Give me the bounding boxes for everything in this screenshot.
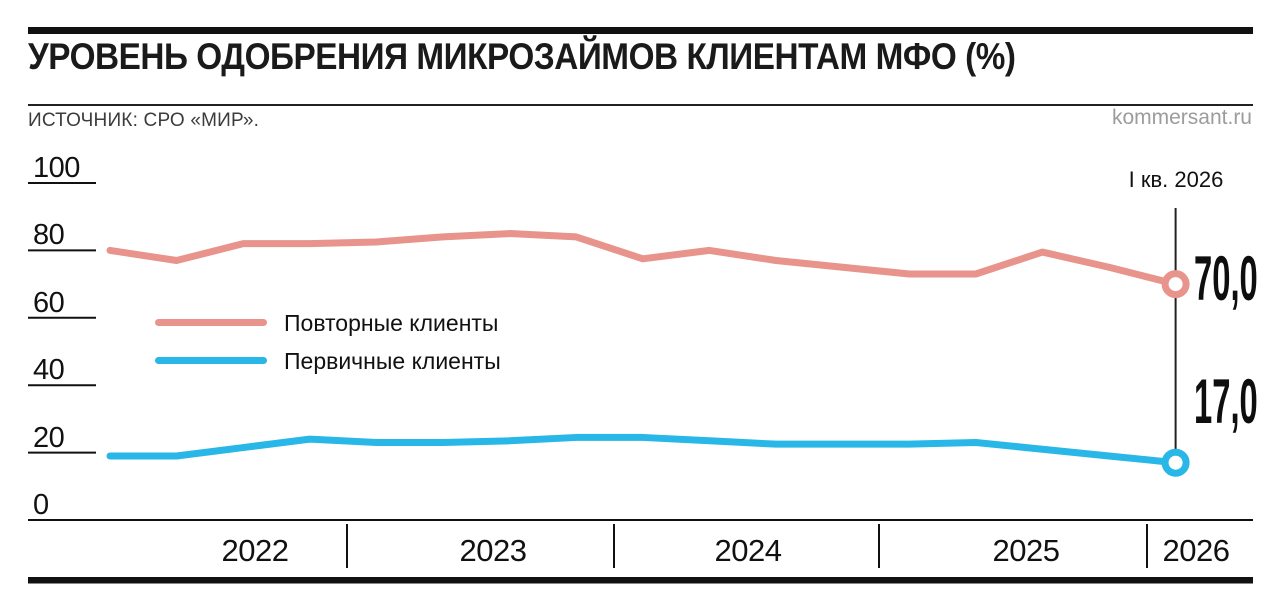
end-value-first-time-clients: 17,0 [1194,367,1258,437]
legend-label-first-time-clients: Первичные клиенты [284,348,501,374]
end-marker-repeat-clients [1161,270,1190,299]
x-axis-year-label: 2026 [1162,533,1230,568]
end-value-repeat-clients: 70,0 [1194,244,1258,314]
legend-swatch-repeat-clients [155,319,267,326]
y-axis-tick-label: 100 [33,152,80,184]
end-marker-first-time-clients [1161,448,1190,477]
y-axis-tick-label: 60 [33,286,65,319]
source-label: ИСТОЧНИК: СРО «МИР». [28,110,260,131]
chart-title: УРОВЕНЬ ОДОБРЕНИЯ МИКРОЗАЙМОВ КЛИЕНТАМ М… [28,36,1016,77]
top-rule [28,27,1253,34]
legend-swatch-first-time-clients [155,357,267,364]
x-axis-year-label: 2023 [459,533,527,568]
data-line-repeat-clients [106,230,1180,288]
y-axis-tick-label: 0 [33,489,49,521]
site-watermark: kommersant.ru [1111,106,1252,129]
x-axis-year-label: 2022 [221,533,289,568]
x-axis-year-label: 2024 [714,533,782,568]
y-axis-tick-label: 40 [33,354,65,387]
y-axis-tick-label: 20 [33,421,65,454]
legend-label-repeat-clients: Повторные клиенты [284,310,499,336]
y-axis-tick-label: 80 [33,219,65,252]
data-line-first-time-clients [106,433,1180,467]
x-axis-year-label: 2025 [992,533,1060,568]
annotation-quarter-label: I кв. 2026 [1128,167,1224,192]
title-rule [28,104,1253,106]
bottom-rule [28,577,1253,584]
